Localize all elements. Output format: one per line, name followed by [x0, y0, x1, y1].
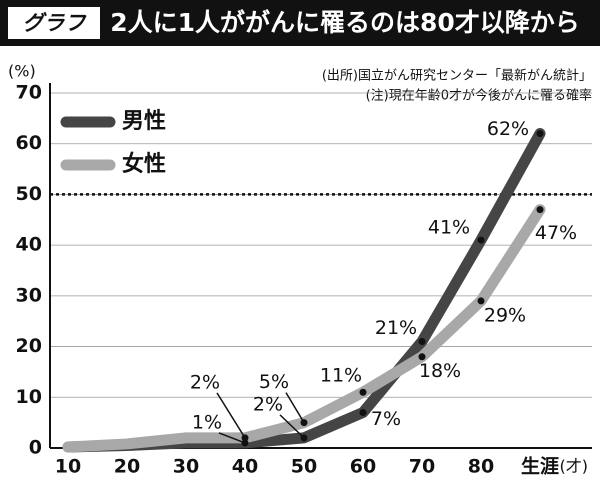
- data-label: 62%: [487, 118, 529, 140]
- y-tick-label: 30: [16, 284, 42, 306]
- y-tick-label: 40: [16, 234, 42, 256]
- leader-line: [218, 432, 246, 444]
- data-point: [477, 297, 485, 305]
- x-tick-label: 30: [173, 456, 199, 478]
- data-point: [359, 409, 367, 416]
- data-point: [418, 338, 426, 345]
- x-tick-label: 50: [291, 456, 317, 478]
- data-label: 29%: [484, 304, 526, 326]
- data-label: 5%: [259, 371, 289, 393]
- data-point: [359, 388, 367, 396]
- chart-title: 2人に1人ががんに罹るのは80才以降から: [110, 8, 580, 37]
- data-point: [536, 206, 544, 214]
- data-point: [536, 130, 544, 138]
- line-series: [62, 128, 546, 453]
- leader-line: [285, 392, 305, 424]
- x-tick-label: 60: [350, 456, 376, 478]
- leader-line: [216, 392, 246, 439]
- x-tick-label: 40: [232, 456, 258, 478]
- data-label: 21%: [375, 317, 417, 339]
- y-tick-label: 0: [29, 437, 42, 459]
- note: (注)現在年齢0才が今後がんに罹る確率: [366, 88, 592, 104]
- y-unit: (%): [8, 62, 36, 81]
- leader-line: [279, 414, 305, 439]
- data-point: [418, 353, 426, 361]
- data-label: 11%: [320, 365, 362, 387]
- x-tick-label: 80: [468, 456, 494, 478]
- data-label: 18%: [419, 360, 461, 382]
- tag: グラフ: [23, 11, 88, 35]
- legend-label: 女性: [122, 151, 166, 177]
- data-label: 41%: [428, 217, 470, 239]
- x-unit: (才): [560, 457, 589, 476]
- legend-label: 男性: [122, 109, 166, 134]
- y-tick-label: 70: [16, 82, 42, 104]
- x-tick-label: 生涯: [521, 455, 559, 478]
- x-tick-label: 20: [114, 456, 140, 478]
- y-tick-label: 50: [16, 183, 42, 205]
- y-tick-label: 60: [16, 132, 42, 154]
- y-tick-label: 20: [16, 335, 42, 357]
- data-point: [477, 236, 485, 244]
- x-tick-label: 10: [55, 456, 81, 478]
- data-label: 1%: [192, 411, 222, 433]
- x-tick-label: 70: [409, 456, 435, 478]
- note: (出所)国立がん研究センター「最新がん統計」: [322, 68, 592, 84]
- data-label: 47%: [535, 222, 577, 244]
- data-label: 2%: [253, 393, 283, 415]
- y-tick-label: 10: [16, 386, 42, 408]
- data-label: 7%: [371, 408, 401, 430]
- tag-box: [8, 7, 100, 39]
- data-label: 2%: [190, 371, 220, 393]
